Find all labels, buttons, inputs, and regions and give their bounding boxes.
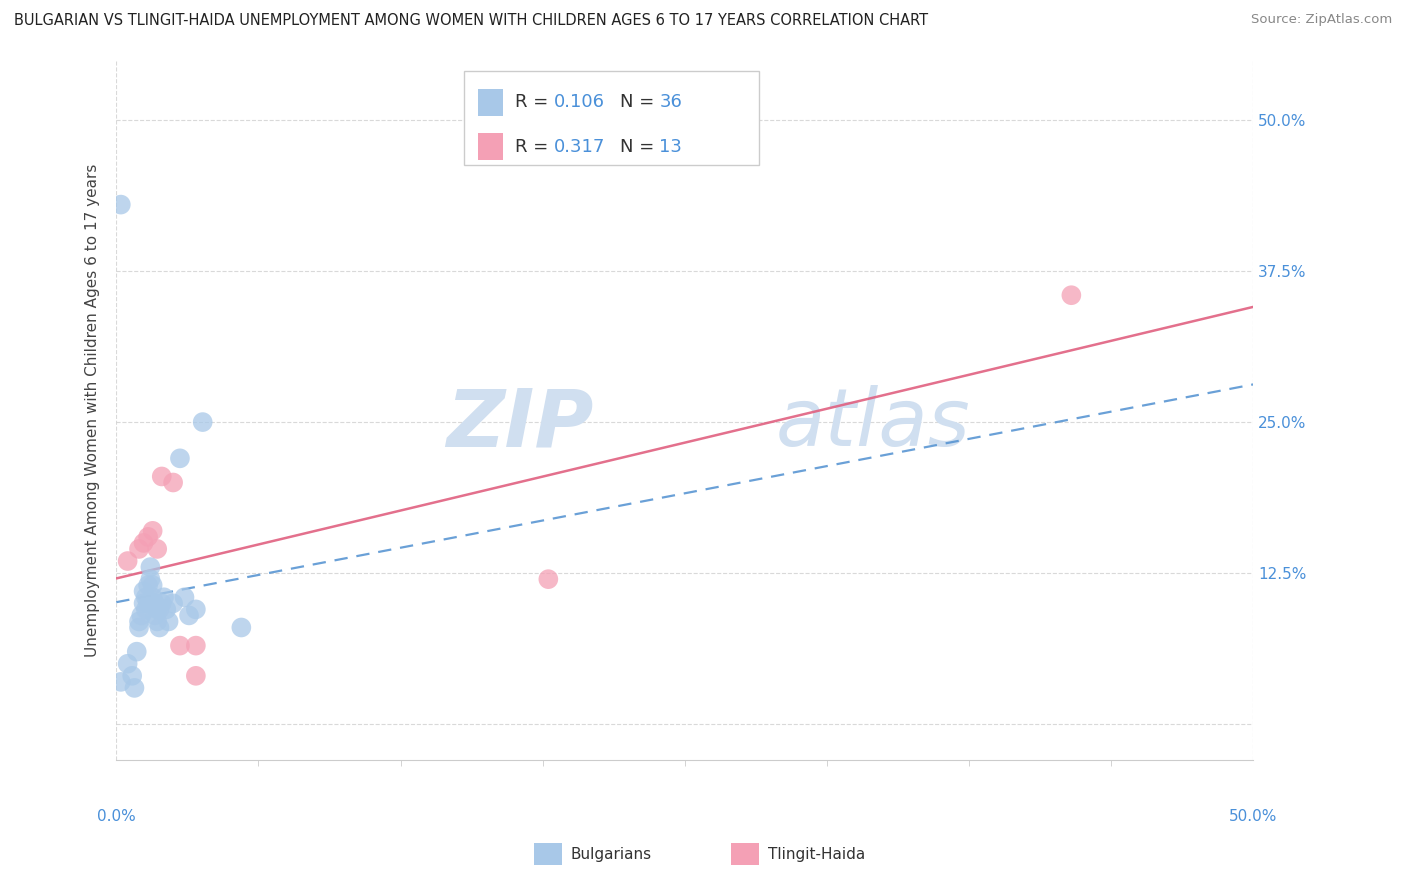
Point [162,475,184,490]
Point [148,602,170,616]
Point [169,639,191,653]
Point [177,608,200,623]
Point [231,620,253,634]
Point [135,602,157,616]
Point [146,615,169,629]
Point [191,415,214,429]
Point [128,541,150,556]
Text: atlas: atlas [776,385,970,463]
Text: 0.106: 0.106 [554,94,605,112]
Point [139,572,162,586]
Point [129,608,152,623]
Text: Tlingit-Haida: Tlingit-Haida [768,847,865,862]
Text: 36: 36 [659,94,682,112]
Text: N =: N = [620,137,659,155]
Point [146,602,169,616]
Point [155,602,177,616]
Point [132,536,155,550]
Text: N =: N = [620,94,659,112]
Point [142,524,165,538]
Text: Bulgarians: Bulgarians [571,847,652,862]
Point [110,197,132,211]
Y-axis label: Unemployment Among Women with Children Ages 6 to 17 years: Unemployment Among Women with Children A… [86,163,100,657]
Point [184,602,207,616]
Point [136,530,159,544]
Point [142,591,165,605]
Point [150,469,173,483]
Text: R =: R = [515,94,554,112]
Point [136,596,159,610]
Point [117,554,139,568]
Point [121,669,143,683]
Point [128,615,150,629]
Point [125,645,148,659]
Point [537,572,560,586]
Point [128,620,150,634]
Text: Source: ZipAtlas.com: Source: ZipAtlas.com [1251,13,1392,27]
Text: 13: 13 [659,137,682,155]
Point [153,591,176,605]
Text: BULGARIAN VS TLINGIT-HAIDA UNEMPLOYMENT AMONG WOMEN WITH CHILDREN AGES 6 TO 17 Y: BULGARIAN VS TLINGIT-HAIDA UNEMPLOYMENT … [14,13,928,29]
Point [146,541,169,556]
Point [117,657,139,671]
Point [132,596,155,610]
Point [173,591,195,605]
Text: ZIP: ZIP [447,385,593,463]
Point [1060,288,1083,302]
Text: 50.0%: 50.0% [1229,809,1278,824]
Point [162,596,184,610]
Point [124,681,146,695]
Point [148,620,170,634]
Point [169,451,191,466]
Point [150,596,173,610]
Point [136,578,159,592]
Point [132,584,155,599]
Point [110,674,132,689]
Point [157,615,180,629]
Text: 0.0%: 0.0% [97,809,135,824]
Text: 0.317: 0.317 [554,137,606,155]
Point [143,596,166,610]
Point [135,591,157,605]
Point [142,578,165,592]
Text: R =: R = [515,137,554,155]
Point [143,608,166,623]
Point [184,639,207,653]
Point [184,669,207,683]
Point [139,560,162,574]
